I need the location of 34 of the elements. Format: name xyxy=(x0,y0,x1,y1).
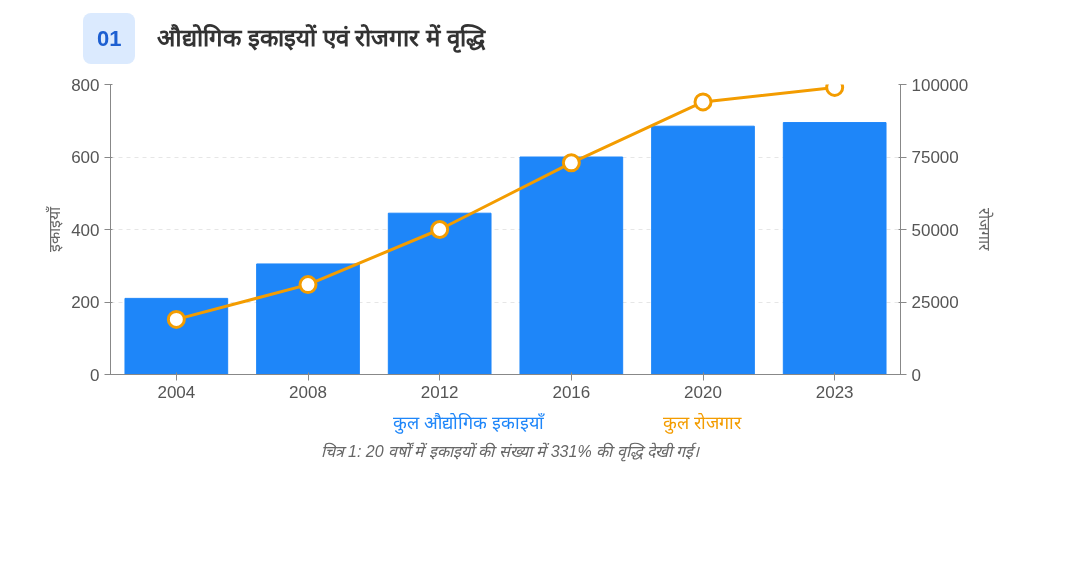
point xyxy=(166,309,186,329)
point xyxy=(298,275,318,295)
y-tick-label: 200 xyxy=(71,293,100,312)
y-tick-label: 600 xyxy=(71,148,100,167)
y-tick-label: 0 xyxy=(90,365,100,385)
y2-tick-label: 25000 xyxy=(911,293,959,312)
bar xyxy=(256,263,360,375)
y2-tick-label: 50000 xyxy=(911,220,959,240)
text: चित्र 1: 20 वर्षों में इकाइयों की संख्या में 331% की वृद्धि देखी गई। xyxy=(319,441,701,464)
bar xyxy=(519,156,624,375)
point xyxy=(561,153,581,173)
bar xyxy=(387,212,492,375)
y-tick-label: 800 xyxy=(71,75,100,95)
y-axis-title: इकाइयाँ xyxy=(45,206,64,252)
x-tick-label: 2004 xyxy=(157,382,196,402)
point xyxy=(430,220,450,239)
y-tick-label: 400 xyxy=(71,220,100,240)
point xyxy=(693,92,713,112)
text: कुल रोजगार xyxy=(663,412,742,434)
x-tick-label: 2008 xyxy=(289,382,327,402)
bar xyxy=(124,297,229,375)
bar xyxy=(651,125,755,375)
y2-axis-title: रोजगार xyxy=(976,208,995,251)
text: कुल औद्योगिक इकाइयाँ xyxy=(393,412,545,434)
y2-tick-label: 100000 xyxy=(911,75,969,95)
y2-tick-label: 0 xyxy=(911,365,921,385)
x-tick-label: 2020 xyxy=(684,382,722,402)
x-tick-label: 2016 xyxy=(552,382,591,402)
text: 01 xyxy=(83,13,136,65)
y2-tick-label: 75000 xyxy=(911,148,959,167)
chart-title: औद्योगिक इकाइयों एवं रोजगार में वृद्धि xyxy=(157,24,485,51)
x-tick-label: 2012 xyxy=(420,382,459,402)
bar xyxy=(782,122,887,375)
x-tick-label: 2023 xyxy=(815,382,854,402)
